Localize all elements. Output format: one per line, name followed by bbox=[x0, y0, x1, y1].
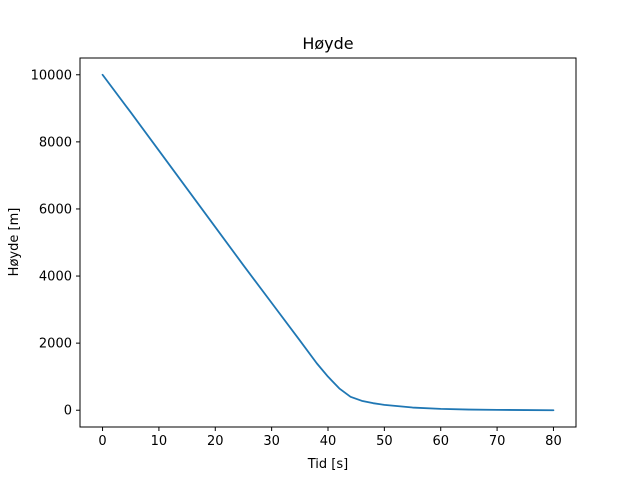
y-axis-label: Høyde [m] bbox=[7, 208, 22, 277]
x-tick-label: 30 bbox=[263, 434, 280, 449]
y-tick-label: 0 bbox=[64, 404, 72, 419]
x-tick-label: 10 bbox=[151, 434, 168, 449]
x-tick-label: 40 bbox=[320, 434, 337, 449]
y-tick-label: 6000 bbox=[39, 202, 72, 217]
x-tick-label: 80 bbox=[545, 434, 562, 449]
y-tick-label: 2000 bbox=[39, 337, 72, 352]
chart-title: Høyde bbox=[302, 34, 353, 53]
series-line-0 bbox=[101, 73, 555, 412]
x-tick-label: 20 bbox=[207, 434, 224, 449]
x-axis: 0 10 20 30 40 50 60 70 80 bbox=[98, 427, 562, 449]
x-tick-label: 60 bbox=[432, 434, 449, 449]
y-axis: 0 2000 4000 6000 8000 10000 bbox=[31, 68, 80, 419]
y-tick-label: 10000 bbox=[31, 68, 72, 83]
x-tick-label: 70 bbox=[489, 434, 506, 449]
x-tick-label: 0 bbox=[98, 434, 106, 449]
x-axis-label: Tid [s] bbox=[307, 457, 348, 472]
x-tick-label: 50 bbox=[376, 434, 393, 449]
y-tick-label: 4000 bbox=[39, 270, 72, 285]
y-tick-label: 8000 bbox=[39, 135, 72, 150]
plot-area bbox=[101, 73, 555, 412]
